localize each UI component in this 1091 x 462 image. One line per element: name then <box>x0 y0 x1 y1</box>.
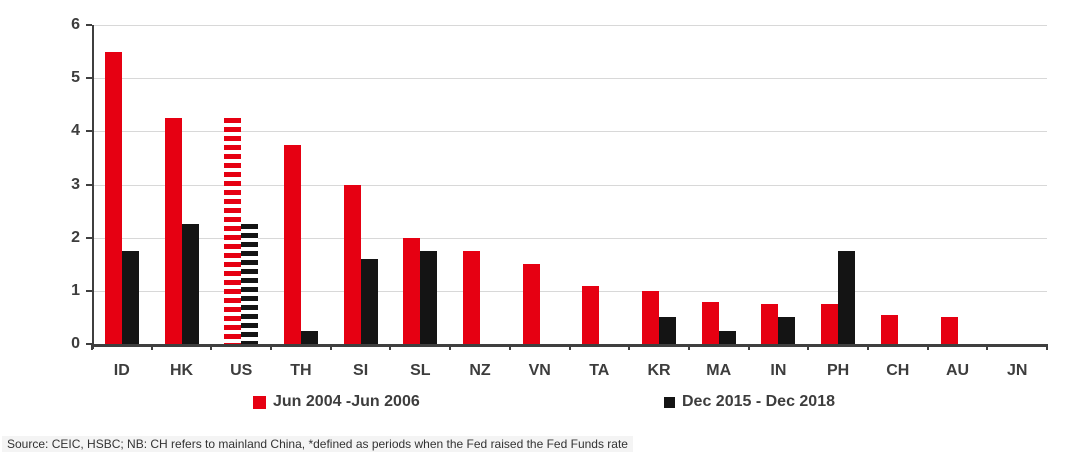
y-axis-label-1: 1 <box>71 281 80 299</box>
bar-id-series0 <box>104 51 122 344</box>
x-axis-label-si: SI <box>353 362 369 379</box>
x-tick-4 <box>329 344 332 350</box>
x-axis-label-ph: PH <box>826 362 850 379</box>
bar-hk-series0 <box>164 118 182 344</box>
gridline-2 <box>92 237 1047 239</box>
y-axis-label-0: 0 <box>71 335 80 352</box>
bar-ta-series0 <box>582 285 600 344</box>
bar-au-series0 <box>940 317 958 344</box>
red-series-swatch-icon <box>253 395 266 409</box>
y-axis-line <box>92 25 94 349</box>
x-tick-7 <box>508 344 511 350</box>
x-axis-label-ch: CH <box>886 362 910 379</box>
x-tick-1 <box>150 344 153 350</box>
legend-item-jun-2004-jun-2006: Jun 2004 -Jun 2006 <box>253 392 420 412</box>
x-axis-label-id: ID <box>113 362 130 379</box>
bar-ma-series1 <box>718 330 736 344</box>
x-axis-label-jn: JN <box>1006 362 1028 379</box>
bar-ph-series1 <box>838 251 856 344</box>
bar-si-series0 <box>343 184 361 344</box>
source-note: Source: CEIC, HSBC; NB: CH refers to mai… <box>2 436 633 452</box>
bar-kr-series0 <box>642 290 659 344</box>
bar-nz-series0 <box>463 251 480 344</box>
x-tick-14 <box>926 344 929 350</box>
legend-label-dec-2015-dec-2018: Dec 2015 - Dec 2018 <box>682 393 835 410</box>
x-axis-label-us: US <box>230 362 253 379</box>
y-axis-label-6: 6 <box>71 16 80 33</box>
x-axis-label-nz: NZ <box>469 362 491 379</box>
bar-ma-series0 <box>701 301 719 344</box>
bar-in-series1 <box>778 317 796 344</box>
x-tick-13 <box>866 344 869 350</box>
x-axis-label-au: AU <box>945 362 970 379</box>
x-tick-6 <box>449 344 452 350</box>
x-tick-16 <box>1046 344 1048 350</box>
bar-kr-series1 <box>659 317 676 344</box>
x-tick-2 <box>210 344 213 350</box>
gridline-3 <box>92 184 1047 186</box>
legend-item-dec-2015-dec-2018: Dec 2015 - Dec 2018 <box>664 392 835 412</box>
y-tick-4 <box>86 130 92 133</box>
gridline-5 <box>92 78 1047 80</box>
gridline-6 <box>92 25 1047 26</box>
x-axis-label-hk: HK <box>169 362 194 379</box>
bar-vn-series0 <box>522 264 540 345</box>
y-axis-label-3: 3 <box>71 175 80 193</box>
y-axis-label-4: 4 <box>71 122 80 140</box>
gridline-1 <box>92 290 1047 292</box>
bar-ph-series0 <box>821 304 839 344</box>
x-tick-10 <box>687 344 690 350</box>
y-tick-6 <box>86 24 92 26</box>
x-axis-label-ma: MA <box>706 362 732 379</box>
bar-sl-series1 <box>420 251 438 344</box>
x-axis-label-ta: TA <box>589 362 610 379</box>
bar-hk-series1 <box>181 224 199 344</box>
x-tick-9 <box>628 344 631 350</box>
bar-us-series1 <box>241 224 259 344</box>
x-axis-label-vn: VN <box>528 362 551 379</box>
x-axis-label-th: TH <box>290 362 312 379</box>
bar-id-series1 <box>121 251 139 344</box>
y-tick-3 <box>86 183 92 186</box>
x-axis-label-kr: KR <box>647 362 671 379</box>
x-tick-8 <box>568 344 571 350</box>
black-series-swatch-icon <box>664 396 675 408</box>
bar-sl-series0 <box>403 237 421 344</box>
y-tick-2 <box>86 236 92 239</box>
x-axis-label-sl: SL <box>410 362 431 379</box>
x-tick-0 <box>91 344 93 350</box>
bar-th-series1 <box>300 330 318 344</box>
bar-si-series1 <box>360 258 378 344</box>
bar-th-series0 <box>283 144 301 344</box>
bar-us-series0 <box>224 118 242 344</box>
gridline-4 <box>92 131 1047 133</box>
x-tick-5 <box>389 344 392 350</box>
x-tick-15 <box>986 344 989 350</box>
y-tick-1 <box>86 289 92 292</box>
y-axis-label-2: 2 <box>71 228 80 246</box>
y-tick-0 <box>86 343 92 345</box>
bar-in-series0 <box>761 304 779 344</box>
x-tick-11 <box>747 344 750 350</box>
legend-label-jun-2004-jun-2006: Jun 2004 -Jun 2006 <box>273 393 420 410</box>
x-tick-12 <box>807 344 810 350</box>
x-tick-3 <box>270 344 273 350</box>
x-axis-label-in: IN <box>770 362 787 379</box>
y-axis-label-5: 5 <box>71 69 80 87</box>
bar-ch-series0 <box>880 314 898 344</box>
y-tick-5 <box>86 77 92 80</box>
